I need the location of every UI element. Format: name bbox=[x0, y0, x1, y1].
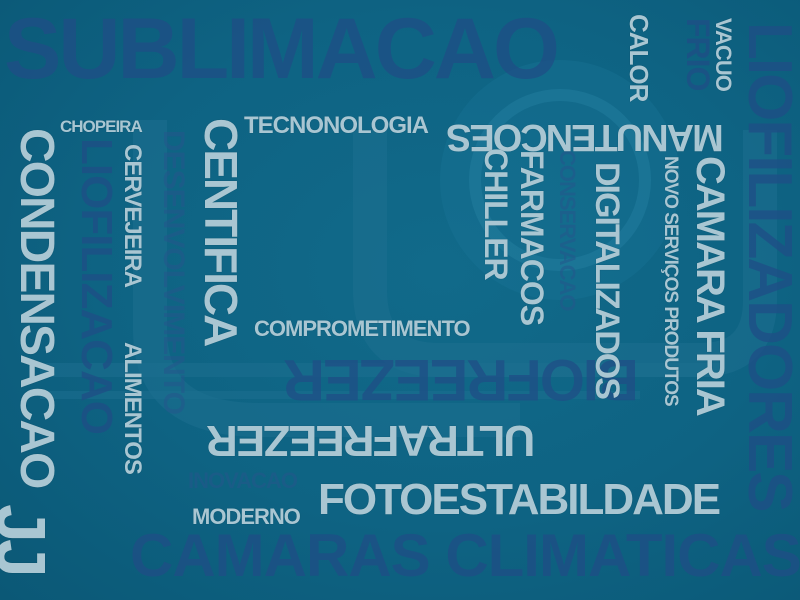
word-camara-fria: CAMARA FRIA bbox=[688, 156, 732, 415]
word-desenvolvimento: DESENVOLVIMENTO bbox=[157, 130, 190, 414]
word-sublimacao: SUBLIMACAO bbox=[4, 1, 560, 97]
word-moderno: MODERNO bbox=[192, 504, 301, 529]
word-alimentos: ALIMENTOS bbox=[119, 342, 146, 474]
word-centifica: CENTIFICA bbox=[195, 118, 247, 346]
word-farmacos: FARMACOS bbox=[514, 150, 550, 326]
word-camaras-climaticas: CAMARAS CLIMATICAS bbox=[130, 522, 800, 589]
word-vacuo: VACUO bbox=[711, 18, 736, 91]
word-jj: JJ bbox=[0, 504, 60, 574]
word-biofreezer: BIOFREEZER bbox=[285, 347, 639, 412]
word-novo-servicos-produtos: NOVO SERVIÇOS PRODUTOS bbox=[660, 156, 681, 406]
word-condensacao: CONDENSACAO bbox=[10, 128, 63, 488]
word-tecnonologia: TECNONOLOGIA bbox=[244, 112, 429, 139]
word-fotoestabilidade: FOTOESTABILDADE bbox=[318, 475, 721, 524]
word-conservacao: CONSERVACAO bbox=[555, 150, 580, 311]
word-comprometimento: COMPROMETIMENTO bbox=[254, 316, 471, 341]
word-frio: FRIO bbox=[680, 18, 716, 91]
word-digitalizados: DIGITALIZADOS bbox=[588, 162, 626, 398]
word-liofilizadores: LIOFILIZADORES bbox=[735, 22, 800, 511]
word-liofilizacao: LIOFILIZACAO bbox=[72, 138, 121, 434]
word-chiller: CHILLER bbox=[478, 148, 514, 280]
word-ultrafreezer: ULTRAFREEZER bbox=[208, 416, 536, 465]
word-chopeira: CHOPEIRA bbox=[60, 117, 143, 136]
word-inovacao: INOVACAO bbox=[188, 468, 298, 493]
word-calor: CALOR bbox=[624, 14, 654, 102]
word-cervejeira: CERVEJEIRA bbox=[119, 144, 146, 287]
